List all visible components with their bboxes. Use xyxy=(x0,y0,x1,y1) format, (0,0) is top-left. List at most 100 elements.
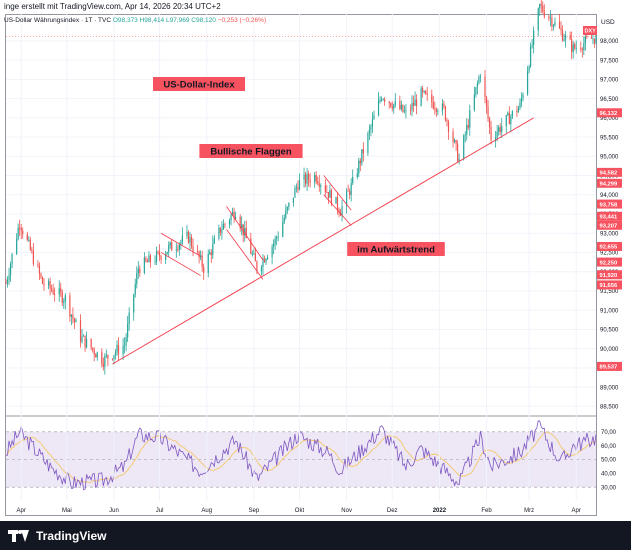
price-chart[interactable]: US-Dollar-Index Bullische Flaggen im Aufwä… xyxy=(0,0,631,521)
price-tag-label: 96,132 xyxy=(600,111,618,117)
candle-body xyxy=(478,77,480,84)
candle-body xyxy=(52,290,54,294)
candle-body xyxy=(158,251,161,257)
time-axis-label: Apr xyxy=(17,508,26,514)
candle-body xyxy=(203,266,205,273)
candle-body xyxy=(469,110,471,128)
candle-body xyxy=(318,183,320,187)
uptrend-line xyxy=(112,117,534,365)
candle-body xyxy=(148,255,150,263)
price-tick-label: 91,500 xyxy=(600,289,619,295)
candle-body xyxy=(327,192,329,198)
candle-body xyxy=(200,255,202,258)
candle-body xyxy=(411,102,413,111)
candle-body xyxy=(43,283,45,286)
candle-body xyxy=(230,214,232,221)
price-tick-label: 93,000 xyxy=(600,231,619,237)
annotation-title-bg xyxy=(153,77,245,91)
candle-body xyxy=(326,192,328,193)
candle-body xyxy=(149,255,152,263)
candle-body xyxy=(498,127,500,132)
price-tick-label: 97,000 xyxy=(600,78,619,84)
candle-body xyxy=(58,288,60,295)
candle-body xyxy=(574,44,576,49)
candle-body xyxy=(146,261,149,263)
candle-body xyxy=(187,231,190,243)
tradingview-logo[interactable]: TradingView xyxy=(8,528,106,543)
candle-body xyxy=(166,251,168,255)
candle-body xyxy=(70,314,72,317)
candle-body xyxy=(175,249,177,251)
candle-body xyxy=(155,251,158,262)
candle-body xyxy=(352,176,354,184)
candle-body xyxy=(414,99,416,106)
candle-body xyxy=(346,190,348,206)
candle-body xyxy=(554,21,556,26)
flag-channel-top xyxy=(226,206,264,261)
time-axis-label: Apr xyxy=(572,508,581,514)
candle-body xyxy=(350,183,352,195)
candle-body xyxy=(209,252,211,255)
price-tag-label: 94,299 xyxy=(600,181,619,187)
candle-body xyxy=(64,295,66,302)
candle-body xyxy=(423,91,425,92)
candle-body xyxy=(233,211,235,219)
price-tag-bg xyxy=(597,361,622,371)
candle-body xyxy=(93,349,95,355)
candle-body xyxy=(181,235,183,242)
candle-body xyxy=(111,358,114,360)
rsi-tick-label: 30,00 xyxy=(601,485,617,491)
candle-body xyxy=(51,288,53,291)
rsi-line xyxy=(5,420,597,491)
price-tag-label: 92,250 xyxy=(600,260,618,266)
candle-body xyxy=(575,47,577,49)
candle-body xyxy=(113,355,115,360)
candle-body xyxy=(260,267,263,272)
candle-body xyxy=(168,245,170,252)
candle-body xyxy=(309,179,311,183)
symbol-badge-bg xyxy=(583,26,597,35)
candle-body xyxy=(49,281,51,289)
candle-body xyxy=(72,314,74,319)
price-tick-label: 96,500 xyxy=(600,97,619,103)
ohlc-values: O98,373 H98,414 L97,969 C98,120 xyxy=(112,17,216,24)
candle-body xyxy=(145,257,147,262)
annotation-trend: im Aufwärtstrend xyxy=(357,245,435,256)
time-axis-label: Nov xyxy=(341,508,352,514)
candle-body xyxy=(256,261,258,272)
candle-body xyxy=(335,196,337,204)
symbol-legend[interactable]: US-Dollar Währungsindex · 1T · TVC O98,3… xyxy=(4,17,266,24)
candle-body xyxy=(370,126,372,130)
flag-channel-bottom xyxy=(226,229,264,280)
candle-body xyxy=(580,47,582,50)
candle-body xyxy=(447,121,450,132)
candle-body xyxy=(446,120,448,122)
candle-body xyxy=(139,268,141,273)
candle-body xyxy=(475,87,477,95)
candle-body xyxy=(224,224,226,225)
price-tag-bg xyxy=(597,242,622,251)
candle-body xyxy=(303,174,305,180)
candle-body xyxy=(84,335,86,348)
candle-body xyxy=(241,224,243,229)
candle-body xyxy=(207,254,209,273)
annotation-flags: Bullische Flaggen xyxy=(210,147,291,158)
candle-body xyxy=(38,265,41,274)
price-tag-label: 93,207 xyxy=(600,223,618,229)
candle-body xyxy=(154,261,156,263)
candle-body xyxy=(441,103,444,112)
candle-body xyxy=(169,242,171,246)
candle-body xyxy=(560,28,562,31)
time-axis-label: Jul xyxy=(156,508,164,514)
price-tick-label: 96,000 xyxy=(600,116,619,122)
candle-body xyxy=(420,88,422,106)
time-axis-label: Jun xyxy=(109,508,119,514)
candle-body xyxy=(422,88,424,92)
candle-body xyxy=(244,228,246,236)
flag-channel-bottom xyxy=(323,194,352,226)
price-tick-label: 91,000 xyxy=(600,308,619,314)
candle-body xyxy=(341,205,343,216)
candle-body xyxy=(426,93,428,95)
candle-body xyxy=(31,249,33,251)
candle-body xyxy=(105,355,107,356)
